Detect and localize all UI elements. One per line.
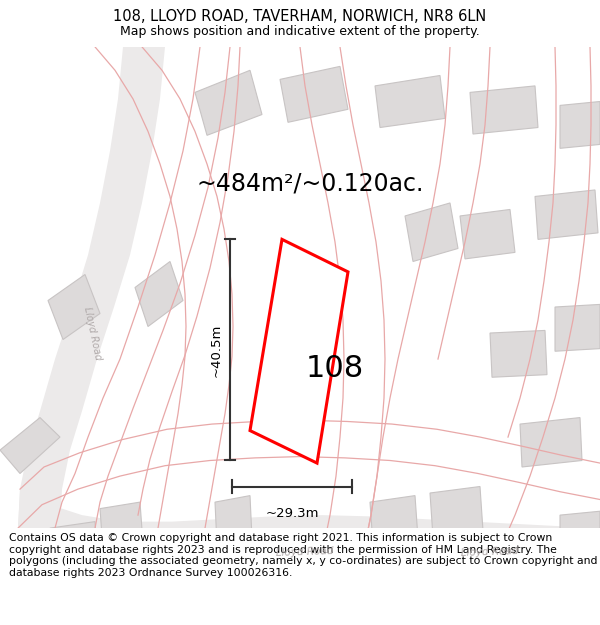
Polygon shape	[100, 502, 143, 550]
Polygon shape	[470, 86, 538, 134]
Polygon shape	[18, 489, 600, 567]
Polygon shape	[535, 190, 598, 239]
Text: ~40.5m: ~40.5m	[209, 323, 223, 377]
Polygon shape	[18, 47, 165, 528]
Polygon shape	[370, 496, 418, 545]
Text: 108, LLOYD ROAD, TAVERHAM, NORWICH, NR8 6LN: 108, LLOYD ROAD, TAVERHAM, NORWICH, NR8 …	[113, 9, 487, 24]
Polygon shape	[405, 203, 458, 261]
Polygon shape	[135, 261, 183, 326]
Text: Lloyd Road: Lloyd Road	[276, 546, 334, 558]
Text: 108: 108	[306, 354, 364, 382]
Polygon shape	[250, 239, 348, 463]
Polygon shape	[0, 418, 60, 474]
Polygon shape	[490, 331, 547, 378]
Polygon shape	[520, 418, 582, 467]
Polygon shape	[560, 511, 600, 558]
Polygon shape	[430, 486, 483, 538]
Polygon shape	[195, 70, 262, 136]
Text: Map shows position and indicative extent of the property.: Map shows position and indicative extent…	[120, 24, 480, 38]
Text: ~29.3m: ~29.3m	[265, 508, 319, 521]
Text: Lloyd Road: Lloyd Road	[461, 546, 519, 558]
Polygon shape	[560, 101, 600, 148]
Polygon shape	[460, 209, 515, 259]
Polygon shape	[50, 522, 98, 574]
Polygon shape	[215, 496, 252, 545]
Text: Contains OS data © Crown copyright and database right 2021. This information is : Contains OS data © Crown copyright and d…	[9, 533, 598, 578]
Text: ~484m²/~0.120ac.: ~484m²/~0.120ac.	[196, 171, 424, 196]
Polygon shape	[555, 304, 600, 351]
Text: Lloyd Road: Lloyd Road	[82, 306, 104, 361]
Polygon shape	[48, 274, 100, 339]
Polygon shape	[375, 76, 445, 128]
Polygon shape	[280, 66, 348, 122]
